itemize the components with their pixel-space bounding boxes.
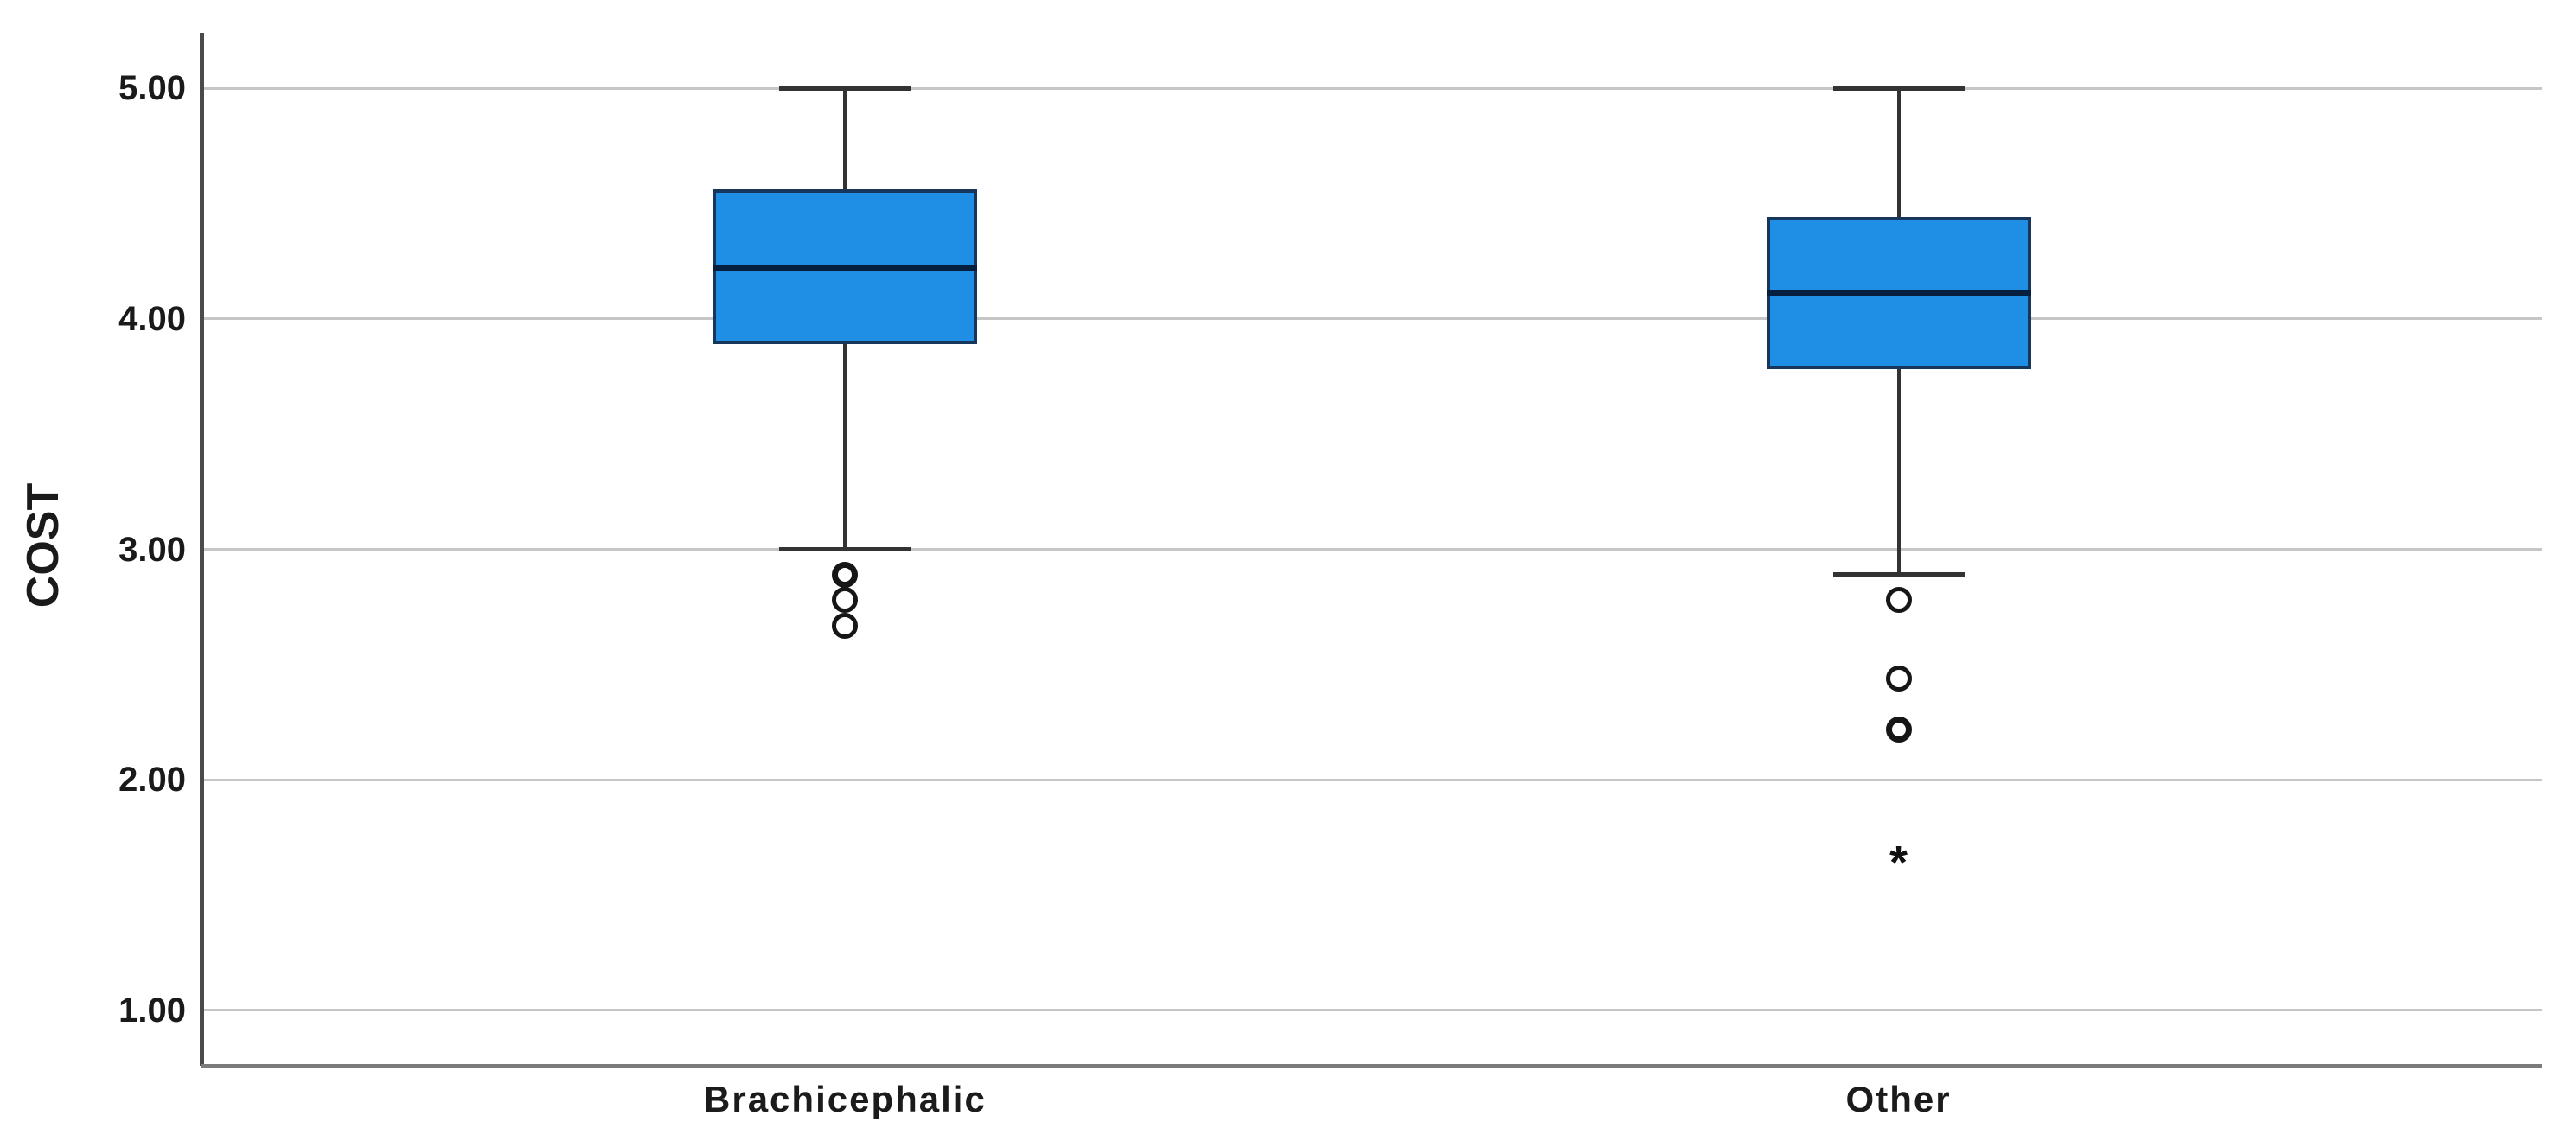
y-axis-line — [200, 33, 204, 1066]
extreme-outlier-star-marker: * — [1889, 837, 1908, 889]
outlier-circle-marker — [832, 587, 859, 614]
upper-whisker-line — [1896, 88, 1901, 218]
lower-whisker-line — [1896, 369, 1901, 575]
y-gridline — [201, 86, 2542, 90]
y-tick-label: 5.00 — [118, 69, 186, 108]
y-tick-label: 3.00 — [118, 530, 186, 569]
y-gridline — [201, 1009, 2542, 1012]
upper-whisker-cap — [779, 86, 911, 91]
upper-whisker-line — [843, 88, 847, 190]
median-line — [713, 265, 978, 271]
y-gridline — [201, 317, 2542, 321]
x-axis-line — [201, 1064, 2542, 1068]
lower-whisker-cap — [1832, 572, 1965, 577]
y-tick-label: 1.00 — [118, 991, 186, 1029]
outlier-circle-marker — [1885, 587, 1912, 614]
outlier-circle-marker — [832, 612, 859, 639]
median-line — [1766, 290, 2031, 296]
x-category-label: Brachicephalic — [704, 1079, 987, 1119]
y-gridline — [201, 548, 2542, 551]
x-category-label: Other — [1845, 1079, 1952, 1119]
outlier-circle-marker — [832, 561, 859, 588]
outlier-circle-marker — [1885, 665, 1912, 692]
lower-whisker-cap — [779, 547, 911, 551]
lower-whisker-line — [843, 344, 847, 550]
y-tick-label: 2.00 — [118, 761, 186, 800]
upper-whisker-cap — [1832, 86, 1965, 91]
y-tick-label: 4.00 — [118, 299, 186, 338]
outlier-circle-marker — [1885, 716, 1912, 743]
y-gridline — [201, 778, 2542, 781]
